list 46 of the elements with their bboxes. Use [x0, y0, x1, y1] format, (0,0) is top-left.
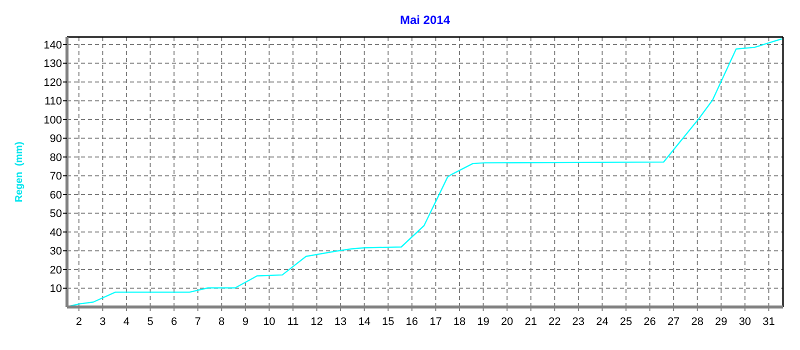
x-tick-label: 3 — [100, 316, 106, 328]
x-tick-label: 14 — [358, 316, 370, 328]
x-tick-label: 13 — [334, 316, 347, 328]
y-tick-label: 140 — [44, 39, 62, 52]
x-tick-label: 23 — [572, 316, 585, 328]
x-tick-label: 18 — [453, 316, 466, 328]
x-tick-label: 28 — [691, 316, 704, 328]
x-tick-label: 15 — [382, 316, 394, 328]
x-tick-label: 11 — [287, 316, 299, 328]
x-tick-label: 17 — [430, 316, 442, 328]
y-tick-label: 50 — [50, 208, 62, 220]
y-tick-label: 110 — [44, 96, 62, 108]
y-tick-label: 80 — [50, 152, 62, 164]
y-axis-title: Regen (mm) — [14, 142, 25, 202]
y-tick-label: 100 — [44, 114, 62, 126]
x-tick-label: 7 — [194, 316, 201, 328]
x-tick-label: 8 — [218, 316, 225, 328]
y-tick-label: 40 — [50, 226, 62, 239]
y-tick-label: 60 — [50, 189, 62, 202]
x-tick-label: 19 — [477, 316, 490, 328]
x-tick-label: 10 — [263, 316, 276, 328]
x-tick-label: 27 — [667, 316, 680, 328]
y-tick-label: 30 — [50, 246, 62, 258]
x-tick-label: 5 — [147, 316, 154, 328]
x-tick-label: 16 — [406, 316, 418, 328]
x-tick-label: 2 — [76, 316, 82, 328]
x-tick-label: 12 — [310, 316, 323, 328]
x-tick-label: 21 — [524, 316, 537, 328]
x-tick-label: 25 — [620, 316, 632, 328]
x-tick-label: 20 — [500, 316, 514, 328]
x-tick-label: 22 — [548, 316, 561, 328]
x-tick-label: 30 — [738, 316, 752, 328]
chart-title: Mai 2014 — [400, 13, 450, 27]
x-tick-label: 26 — [644, 316, 656, 328]
y-tick-label: 130 — [44, 58, 62, 70]
x-tick-label: 4 — [123, 316, 130, 328]
y-tick-label: 90 — [50, 133, 62, 146]
y-tick-label: 20 — [50, 264, 62, 276]
x-tick-label: 9 — [242, 316, 248, 328]
y-tick-label: 70 — [50, 170, 62, 183]
x-tick-label: 31 — [762, 316, 775, 328]
x-tick-label: 24 — [596, 316, 608, 328]
x-tick-label: 6 — [170, 316, 178, 328]
y-tick-label: 120 — [44, 76, 62, 89]
x-tick-label: 29 — [715, 316, 728, 328]
y-tick-label: 10 — [50, 283, 62, 296]
